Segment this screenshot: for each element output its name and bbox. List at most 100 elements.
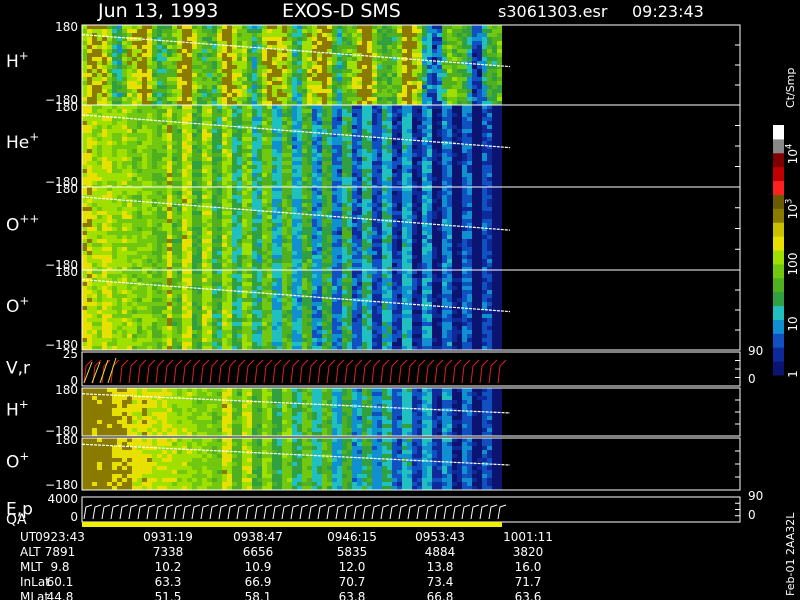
spectrogram-cell <box>232 57 237 61</box>
spectrogram-cell <box>267 145 272 149</box>
spectrogram-cell <box>327 61 332 65</box>
spectrogram-cell <box>402 145 407 149</box>
spectrogram-cell <box>297 141 302 145</box>
spectrogram-cell <box>192 187 197 191</box>
spectrogram-cell <box>227 53 232 57</box>
spectrogram-cell <box>192 215 197 219</box>
spectrogram-cell <box>87 133 92 137</box>
spectrogram-cell <box>397 133 402 137</box>
spectrogram-cell <box>107 223 112 227</box>
spectrogram-cell <box>222 267 227 271</box>
spectrogram-cell <box>252 113 257 117</box>
spectrogram-cell <box>412 133 417 137</box>
spectrogram-cell <box>197 105 202 109</box>
spectrogram-cell <box>382 187 387 191</box>
spectrogram-cell <box>387 243 392 247</box>
spectrogram-cell <box>287 227 292 231</box>
spectrogram-cell <box>137 69 142 73</box>
spectrogram-cell <box>182 69 187 73</box>
spectrogram-cell <box>277 231 282 235</box>
spectrogram-cell <box>237 133 242 137</box>
spectrogram-cell <box>252 97 257 101</box>
spectrogram-cell <box>352 69 357 73</box>
spectrogram-cell <box>432 113 437 117</box>
spectrogram-cell <box>272 105 277 109</box>
spectrogram-cell <box>107 267 112 271</box>
spectrogram-cell <box>497 89 502 93</box>
spectrogram-cell <box>422 223 427 227</box>
spectrogram-cell <box>422 85 427 89</box>
spectrogram-cell <box>162 141 167 145</box>
spectrogram-cell <box>337 181 342 185</box>
spectrogram-cell <box>497 65 502 69</box>
spectrogram-cell <box>152 195 157 199</box>
spectrogram-cell <box>462 169 467 173</box>
spectrogram-cell <box>192 105 197 109</box>
spectrogram-cell <box>302 53 307 57</box>
spectrogram-cell <box>127 89 132 93</box>
spectrogram-cell <box>152 259 157 263</box>
spectrogram-cell <box>447 65 452 69</box>
spectrogram-cell <box>317 211 322 215</box>
spectrogram-cell <box>247 85 252 89</box>
spectrogram-cell <box>412 41 417 45</box>
spectrogram-cell <box>307 29 312 33</box>
spectrogram-cell <box>437 29 442 33</box>
spectrogram-cell <box>302 191 307 195</box>
spectrogram-cell <box>447 113 452 117</box>
spectrogram-cell <box>427 145 432 149</box>
spectrogram-cell <box>117 61 122 65</box>
spectrogram-cell <box>387 173 392 177</box>
spectrogram-cell <box>442 259 447 263</box>
spectrogram-cell <box>347 199 352 203</box>
spectrogram-cell <box>97 101 102 105</box>
spectrogram-cell <box>257 239 262 243</box>
spectrogram-cell <box>192 93 197 97</box>
spectrogram-cell <box>472 149 477 153</box>
spectrogram-cell <box>197 29 202 33</box>
spectrogram-cell <box>332 199 337 203</box>
spectrogram-cell <box>347 223 352 227</box>
spectrogram-cell <box>82 239 87 243</box>
spectrogram-cell <box>342 121 347 125</box>
spectrogram-cell <box>367 153 372 157</box>
spectrogram-cell <box>192 97 197 101</box>
spectrogram-cell <box>332 267 337 271</box>
spectrogram-cell <box>102 57 107 61</box>
spectrogram-cell <box>162 153 167 157</box>
spectrogram-cell <box>92 133 97 137</box>
spectrogram-cell <box>137 45 142 49</box>
spectrogram-cell <box>412 93 417 97</box>
spectrogram-cell <box>162 53 167 57</box>
spectrogram-cell <box>387 215 392 219</box>
spectrogram-cell <box>357 259 362 263</box>
spectrogram-cell <box>492 177 497 181</box>
spectrogram-cell <box>322 105 327 109</box>
spectrogram-cell <box>427 113 432 117</box>
spectrogram-cell <box>142 61 147 65</box>
spectrogram-cell <box>287 117 292 121</box>
spectrogram-cell <box>152 45 157 49</box>
spectrogram-cell <box>267 37 272 41</box>
spectrogram-cell <box>142 129 147 133</box>
spectrogram-cell <box>397 247 402 251</box>
spectrogram-cell <box>282 141 287 145</box>
spectrogram-cell <box>102 223 107 227</box>
spectrogram-cell <box>252 203 257 207</box>
spectrogram-cell <box>437 89 442 93</box>
spectrogram-cell <box>137 81 142 85</box>
spectrogram-cell <box>97 149 102 153</box>
spectrogram-cell <box>172 141 177 145</box>
spectrogram-cell <box>292 109 297 113</box>
spectrogram-cell <box>447 207 452 211</box>
spectrogram-cell <box>347 105 352 109</box>
spectrogram-cell <box>252 169 257 173</box>
spectrogram-cell <box>177 251 182 255</box>
spectrogram-cell <box>467 137 472 141</box>
spectrogram-cell <box>462 53 467 57</box>
spectrogram-cell <box>277 219 282 223</box>
spectrogram-cell <box>197 77 202 81</box>
spectrogram-cell <box>382 101 387 105</box>
spectrogram-cell <box>497 33 502 37</box>
spectrogram-cell <box>467 129 472 133</box>
